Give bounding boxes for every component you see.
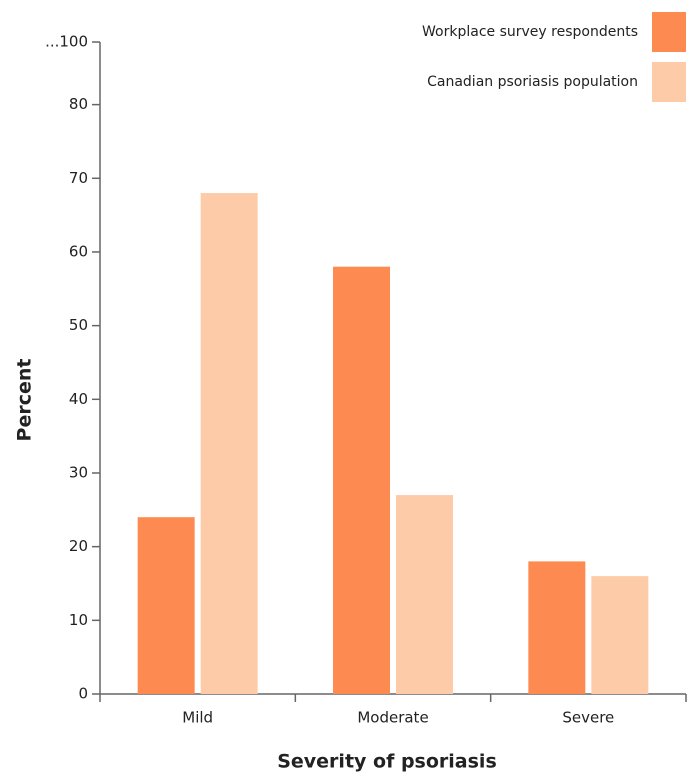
legend-label: Workplace survey respondents <box>422 24 638 40</box>
x-tick-label: Moderate <box>357 709 428 727</box>
bar <box>591 576 649 694</box>
x-axis-title: Severity of psoriasis <box>277 751 497 773</box>
legend-swatch <box>652 62 686 102</box>
legend-label: Canadian psoriasis population <box>427 74 638 90</box>
y-tick-label: 60 <box>69 242 88 260</box>
x-tick-label: Severe <box>562 709 614 727</box>
y-tick-label: 70 <box>69 169 88 187</box>
y-axis-title: Percent <box>14 359 36 442</box>
y-tick-label: 10 <box>69 611 88 629</box>
y-tick-label: 0 <box>78 685 88 703</box>
y-tick-label: 80 <box>69 95 88 113</box>
bar <box>528 561 586 694</box>
x-tick-label: Mild <box>182 709 213 727</box>
y-tick-label: 40 <box>69 390 88 408</box>
y-tick-label: ...100 <box>45 33 88 51</box>
bar <box>396 495 453 694</box>
y-tick-label: 50 <box>69 316 88 334</box>
legend-swatch <box>652 12 686 52</box>
bar <box>333 266 390 694</box>
bar <box>137 517 195 694</box>
y-tick-label: 30 <box>69 463 88 481</box>
y-tick-label: 20 <box>69 537 88 555</box>
bar <box>200 193 258 694</box>
